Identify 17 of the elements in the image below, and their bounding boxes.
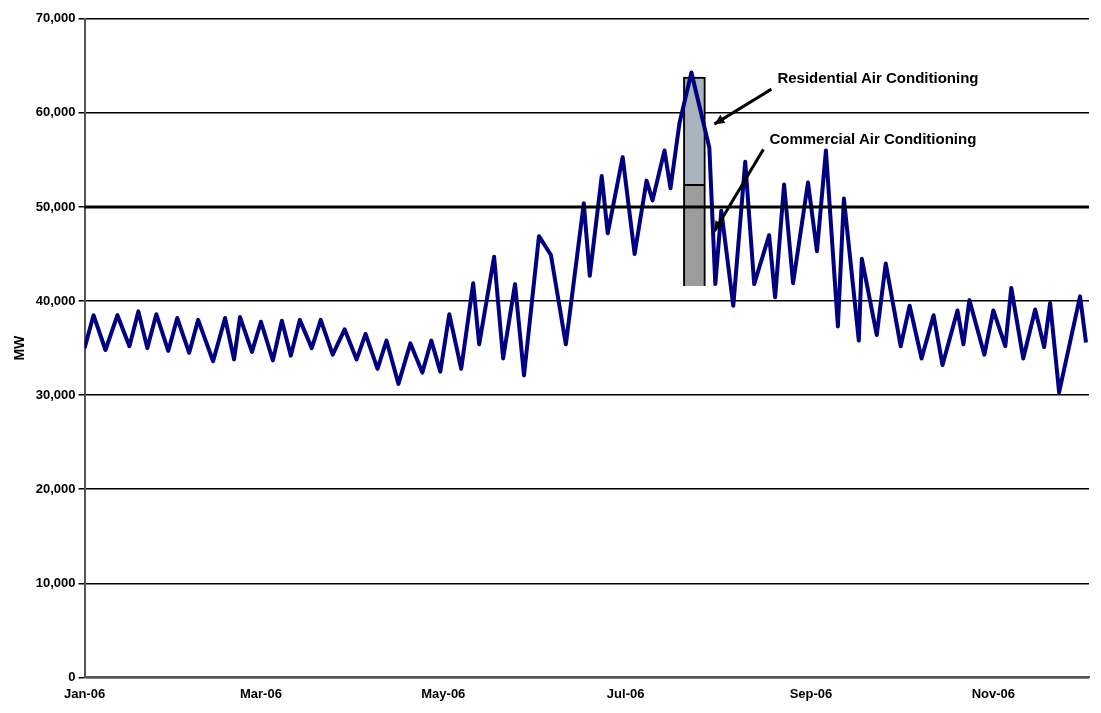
text: Residential Air Conditioning: [777, 69, 979, 87]
x-tick-label: Jul-06: [606, 685, 645, 701]
y-tick-label: 10,000: [35, 574, 76, 590]
x-tick-label: May-06: [421, 685, 466, 701]
y-tick-label: 70,000: [35, 10, 76, 26]
y-tick-label: 20,000: [35, 480, 76, 496]
y-tick-label: 0: [68, 668, 76, 684]
x-tick-label: Jan-06: [63, 685, 106, 701]
text: Commercial Air Conditioning: [769, 129, 977, 147]
y-tick-label: 60,000: [35, 104, 76, 120]
x-tick-label: Nov-06: [971, 685, 1016, 701]
y-tick-label: 50,000: [35, 198, 76, 214]
y-tick-label: 30,000: [35, 386, 76, 402]
y-tick-label: 40,000: [35, 292, 76, 308]
y-axis-title: MW: [11, 334, 28, 361]
x-tick-label: Mar-06: [239, 685, 282, 701]
x-tick-label: Sep-06: [789, 685, 833, 701]
